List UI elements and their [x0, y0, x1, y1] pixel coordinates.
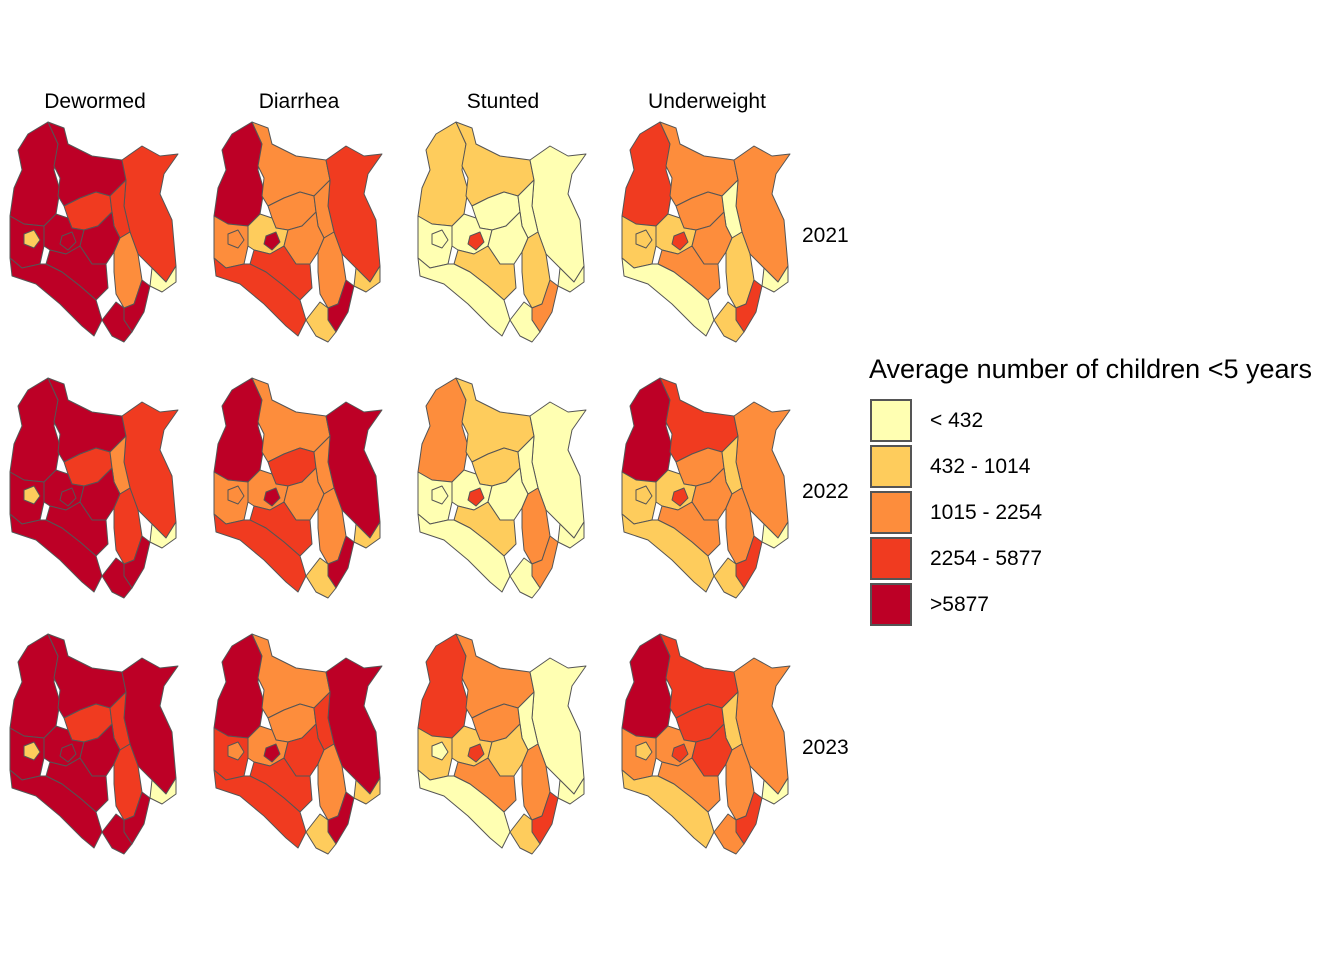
county-region-coast-south — [713, 301, 745, 343]
county-region-center-small — [263, 743, 281, 763]
legend-label: 1015 - 2254 — [930, 501, 1043, 524]
county-region-west-small — [23, 229, 41, 249]
county-region-center-small — [59, 743, 77, 763]
county-region-northwest — [417, 377, 469, 483]
county-region-center-small — [467, 743, 485, 763]
county-region-center-small — [671, 231, 689, 251]
county-region-west-small — [23, 485, 41, 505]
county-region-coast-south — [101, 813, 133, 855]
choropleth-map-dewormed-2022 — [9, 377, 179, 599]
county-region-southwest — [417, 513, 511, 593]
choropleth-map-dewormed-2021 — [9, 121, 179, 343]
county-region-center-small — [59, 231, 77, 251]
legend-swatch — [870, 491, 912, 534]
choropleth-map-diarrhea-2023 — [213, 633, 383, 855]
county-region-west-small — [431, 485, 449, 505]
choropleth-map-diarrhea-2022 — [213, 377, 383, 599]
county-region-coast-south — [305, 301, 337, 343]
legend-swatch — [870, 583, 912, 626]
county-region-west-small — [431, 229, 449, 249]
row-title-2023: 2023 — [802, 736, 849, 759]
legend: Average number of children <5 years < 43… — [869, 353, 1313, 626]
county-region-northwest — [417, 121, 469, 227]
county-region-coast-south — [509, 813, 541, 855]
legend-item: 1015 - 2254 — [870, 491, 1120, 537]
county-region-northwest — [621, 633, 673, 739]
choropleth-map-stunted-2023 — [417, 633, 587, 855]
county-region-northwest — [417, 633, 469, 739]
county-region-northwest — [621, 121, 673, 227]
county-region-center-small — [671, 487, 689, 507]
county-region-center-small — [263, 487, 281, 507]
county-region-west-small — [227, 229, 245, 249]
county-region-west-small — [23, 741, 41, 761]
county-region-southwest — [9, 769, 103, 849]
county-region-northwest — [213, 121, 265, 227]
legend-label: >5877 — [930, 593, 989, 616]
county-region-center-small — [59, 487, 77, 507]
county-region-northwest — [9, 121, 61, 227]
county-region-coast-south — [101, 557, 133, 599]
county-region-southwest — [9, 513, 103, 593]
county-region-northwest — [9, 377, 61, 483]
county-region-west-small — [635, 229, 653, 249]
county-region-west-small — [227, 485, 245, 505]
county-region-center-small — [263, 231, 281, 251]
county-region-northwest — [621, 377, 673, 483]
county-region-coast-south — [509, 557, 541, 599]
choropleth-map-underweight-2021 — [621, 121, 791, 343]
legend-item: 432 - 1014 — [870, 445, 1120, 491]
column-title-stunted: Stunted — [466, 90, 540, 113]
legend-item: 2254 - 5877 — [870, 537, 1120, 583]
county-region-center-small — [467, 231, 485, 251]
legend-title: Average number of children <5 years — [869, 354, 1313, 384]
county-region-coast-south — [305, 557, 337, 599]
choropleth-map-dewormed-2023 — [9, 633, 179, 855]
county-region-coast-south — [509, 301, 541, 343]
county-region-southwest — [9, 257, 103, 337]
choropleth-map-stunted-2021 — [417, 121, 587, 343]
county-region-center-small — [467, 487, 485, 507]
county-region-coast-south — [305, 813, 337, 855]
legend-label: 2254 - 5877 — [930, 547, 1043, 570]
county-region-coast-south — [713, 813, 745, 855]
county-region-west-small — [635, 485, 653, 505]
legend-swatch — [870, 537, 912, 580]
county-region-west-small — [431, 741, 449, 761]
legend-swatch — [870, 399, 912, 442]
legend-label: 432 - 1014 — [930, 455, 1031, 478]
column-title-dewormed: Dewormed — [44, 90, 146, 113]
county-region-coast-south — [713, 557, 745, 599]
county-region-southwest — [417, 257, 511, 337]
column-title-underweight: Underweight — [648, 90, 766, 113]
county-region-center-small — [671, 743, 689, 763]
column-title-diarrhea: Diarrhea — [258, 90, 340, 113]
county-region-southwest — [621, 257, 715, 337]
county-region-southwest — [621, 769, 715, 849]
row-title-2022: 2022 — [802, 480, 849, 503]
county-region-southwest — [621, 513, 715, 593]
county-region-coast-south — [101, 301, 133, 343]
row-title-2021: 2021 — [802, 224, 849, 247]
choropleth-map-diarrhea-2021 — [213, 121, 383, 343]
county-region-west-small — [227, 741, 245, 761]
county-region-northwest — [9, 633, 61, 739]
choropleth-map-underweight-2022 — [621, 377, 791, 599]
county-region-northwest — [213, 633, 265, 739]
legend-item: >5877 — [870, 583, 1120, 629]
county-region-southwest — [213, 513, 307, 593]
county-region-west-small — [635, 741, 653, 761]
choropleth-map-underweight-2023 — [621, 633, 791, 855]
legend-label: < 432 — [930, 409, 984, 432]
legend-item: < 432 — [870, 399, 1120, 445]
choropleth-map-stunted-2022 — [417, 377, 587, 599]
county-region-southwest — [213, 257, 307, 337]
legend-swatch — [870, 445, 912, 488]
county-region-southwest — [213, 769, 307, 849]
county-region-southwest — [417, 769, 511, 849]
county-region-northwest — [213, 377, 265, 483]
